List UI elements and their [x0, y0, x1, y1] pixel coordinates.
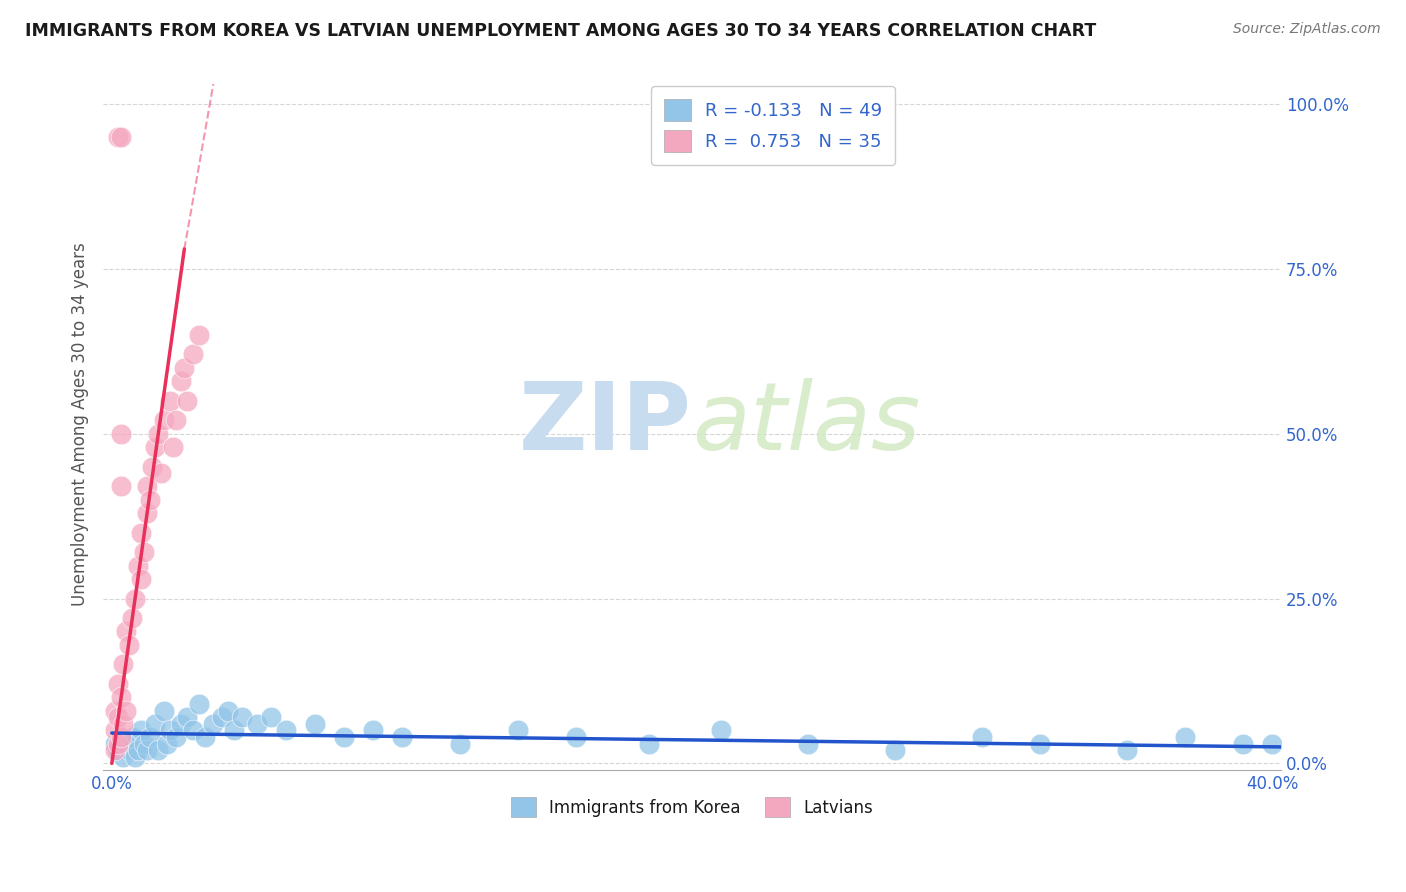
- Point: [124, 749, 146, 764]
- Point: [637, 737, 659, 751]
- Point: [391, 730, 413, 744]
- Point: [246, 716, 269, 731]
- Point: [124, 591, 146, 606]
- Point: [1261, 737, 1284, 751]
- Point: [187, 327, 209, 342]
- Point: [143, 716, 166, 731]
- Point: [153, 413, 176, 427]
- Point: [118, 638, 141, 652]
- Point: [165, 730, 187, 744]
- Point: [153, 704, 176, 718]
- Point: [231, 710, 253, 724]
- Point: [115, 737, 138, 751]
- Point: [181, 723, 204, 738]
- Point: [159, 723, 181, 738]
- Point: [104, 704, 127, 718]
- Point: [173, 360, 195, 375]
- Point: [107, 129, 129, 144]
- Point: [150, 466, 173, 480]
- Point: [107, 743, 129, 757]
- Point: [972, 730, 994, 744]
- Text: IMMIGRANTS FROM KOREA VS LATVIAN UNEMPLOYMENT AMONG AGES 30 TO 34 YEARS CORRELAT: IMMIGRANTS FROM KOREA VS LATVIAN UNEMPLO…: [25, 22, 1097, 40]
- Point: [202, 716, 225, 731]
- Legend: Immigrants from Korea, Latvians: Immigrants from Korea, Latvians: [503, 790, 880, 824]
- Point: [112, 749, 135, 764]
- Point: [170, 374, 193, 388]
- Point: [211, 710, 233, 724]
- Point: [135, 506, 157, 520]
- Point: [170, 716, 193, 731]
- Point: [129, 572, 152, 586]
- Point: [110, 426, 132, 441]
- Point: [129, 525, 152, 540]
- Point: [127, 558, 149, 573]
- Point: [176, 710, 198, 724]
- Point: [194, 730, 217, 744]
- Point: [110, 690, 132, 705]
- Point: [1174, 730, 1197, 744]
- Point: [1232, 737, 1254, 751]
- Point: [148, 426, 170, 441]
- Point: [797, 737, 820, 751]
- Point: [222, 723, 245, 738]
- Point: [156, 737, 179, 751]
- Point: [187, 697, 209, 711]
- Point: [110, 730, 132, 744]
- Point: [274, 723, 297, 738]
- Point: [1029, 737, 1052, 751]
- Point: [135, 743, 157, 757]
- Point: [143, 440, 166, 454]
- Point: [176, 393, 198, 408]
- Point: [361, 723, 384, 738]
- Point: [118, 743, 141, 757]
- Point: [135, 479, 157, 493]
- Point: [107, 737, 129, 751]
- Point: [132, 737, 155, 751]
- Point: [884, 743, 907, 757]
- Point: [710, 723, 733, 738]
- Text: ZIP: ZIP: [519, 377, 692, 470]
- Point: [110, 479, 132, 493]
- Point: [104, 723, 127, 738]
- Point: [104, 743, 127, 757]
- Point: [138, 730, 160, 744]
- Text: atlas: atlas: [692, 378, 921, 469]
- Point: [110, 730, 132, 744]
- Point: [304, 716, 326, 731]
- Point: [162, 440, 184, 454]
- Point: [104, 737, 127, 751]
- Point: [110, 129, 132, 144]
- Point: [1116, 743, 1139, 757]
- Y-axis label: Unemployment Among Ages 30 to 34 years: Unemployment Among Ages 30 to 34 years: [72, 242, 89, 606]
- Point: [141, 459, 163, 474]
- Point: [112, 716, 135, 731]
- Point: [115, 704, 138, 718]
- Point: [107, 677, 129, 691]
- Point: [565, 730, 588, 744]
- Point: [333, 730, 356, 744]
- Point: [159, 393, 181, 408]
- Point: [121, 730, 143, 744]
- Point: [506, 723, 529, 738]
- Point: [165, 413, 187, 427]
- Point: [129, 723, 152, 738]
- Point: [127, 743, 149, 757]
- Point: [217, 704, 239, 718]
- Point: [132, 545, 155, 559]
- Point: [260, 710, 283, 724]
- Point: [138, 492, 160, 507]
- Point: [148, 743, 170, 757]
- Text: Source: ZipAtlas.com: Source: ZipAtlas.com: [1233, 22, 1381, 37]
- Point: [449, 737, 471, 751]
- Point: [112, 657, 135, 672]
- Point: [107, 710, 129, 724]
- Point: [181, 347, 204, 361]
- Point: [115, 624, 138, 639]
- Point: [121, 611, 143, 625]
